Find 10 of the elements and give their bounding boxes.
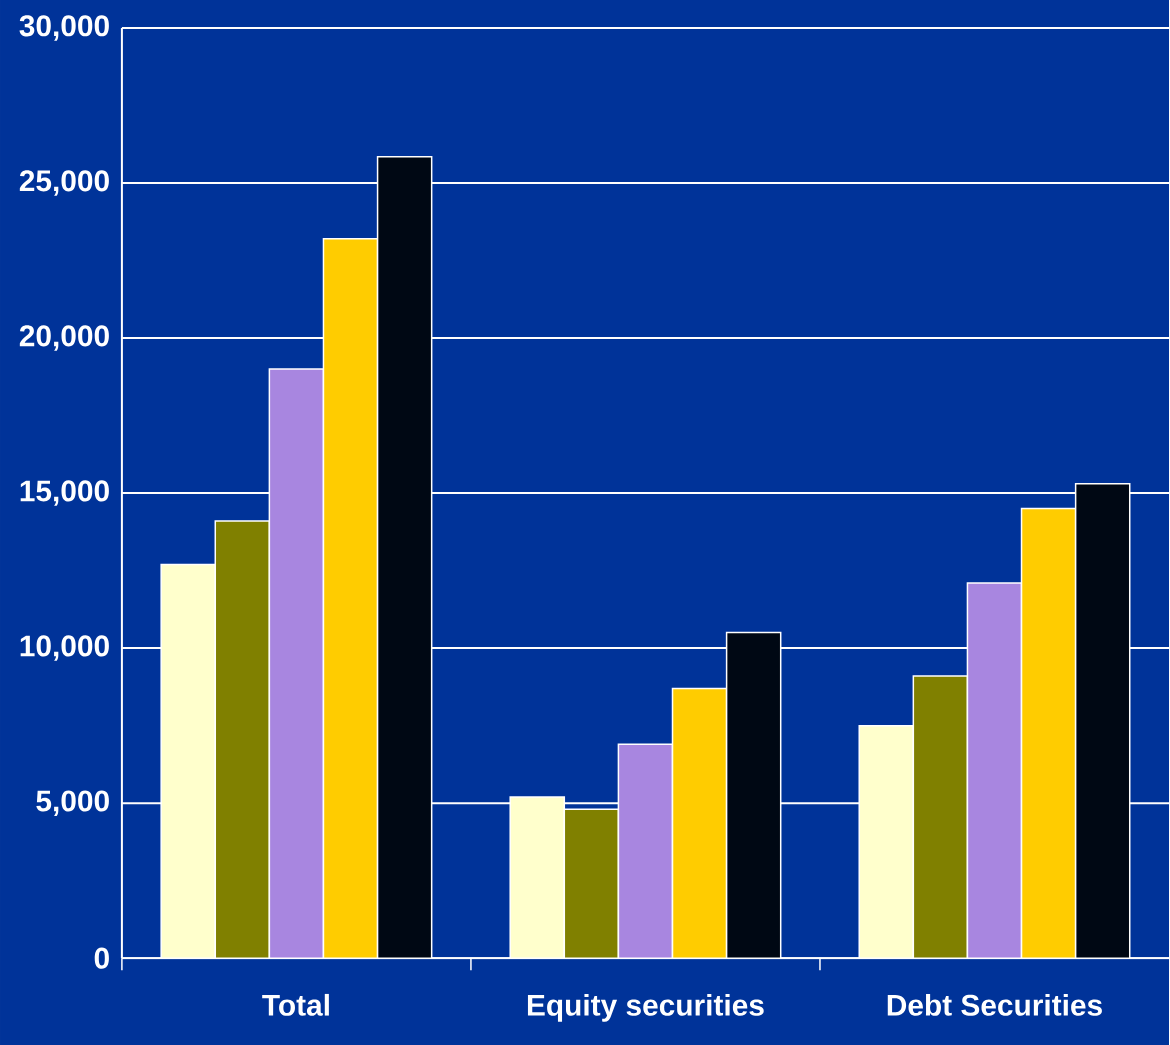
x-tick-label: Equity securities <box>527 993 764 1022</box>
y-tick-label: 20,000 <box>19 325 109 351</box>
y-tick-label: 15,000 <box>20 480 109 506</box>
y-tick-label: 25,000 <box>19 170 109 196</box>
y-tick-label: 0 <box>94 947 109 969</box>
x-tick-label: Debt Securities <box>887 993 1102 1016</box>
y-tick-label: 10,000 <box>20 635 109 661</box>
y-tick-label: 30,000 <box>19 15 109 41</box>
x-tick-label: Total <box>262 993 329 1016</box>
y-tick-label: 5,000 <box>36 790 109 816</box>
